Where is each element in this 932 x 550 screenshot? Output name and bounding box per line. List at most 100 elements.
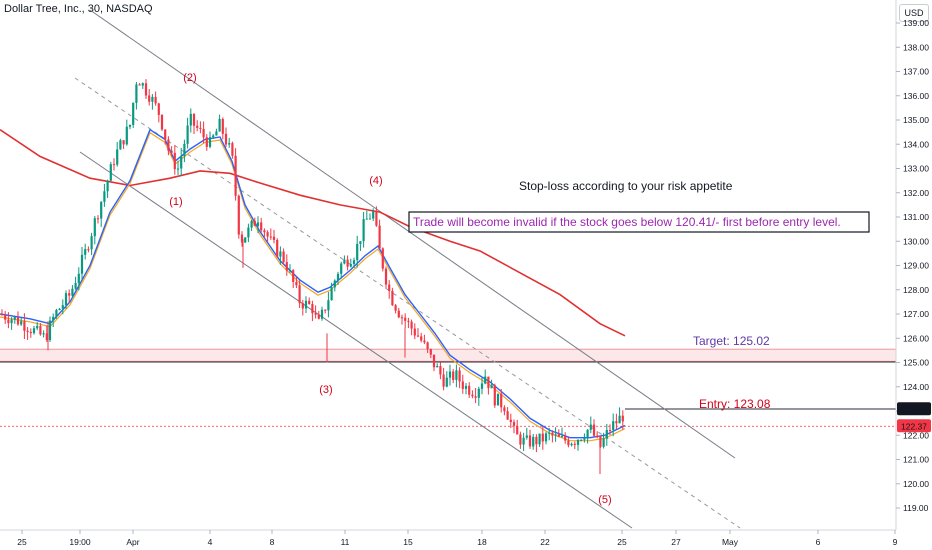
candle-body bbox=[548, 432, 551, 434]
candle-body bbox=[612, 421, 615, 431]
wave-label: (5) bbox=[598, 494, 611, 506]
candle-body bbox=[573, 443, 576, 445]
candle-body bbox=[439, 366, 442, 375]
candle-body bbox=[103, 191, 106, 202]
candle-body bbox=[333, 280, 336, 288]
wave-label: (4) bbox=[369, 175, 382, 187]
candle-body bbox=[535, 436, 538, 445]
y-tick-label: 133.00 bbox=[903, 164, 929, 174]
candle-body bbox=[292, 270, 295, 282]
candle-body bbox=[442, 374, 445, 387]
candle-body bbox=[288, 270, 292, 272]
y-tick-label: 128.00 bbox=[903, 285, 929, 295]
candle-body bbox=[330, 287, 333, 301]
x-tick-label: 27 bbox=[671, 537, 681, 547]
candle-body bbox=[247, 227, 250, 238]
candle-body bbox=[234, 155, 237, 196]
y-tick-label: 120.00 bbox=[903, 479, 929, 489]
candle-body bbox=[84, 249, 87, 255]
candle-body bbox=[42, 333, 45, 335]
blue-moving-average bbox=[0, 128, 626, 439]
candle-body bbox=[68, 293, 71, 296]
candle-body bbox=[496, 393, 500, 406]
zone-layer bbox=[0, 348, 896, 427]
candle-body bbox=[308, 300, 311, 304]
candle-body bbox=[39, 325, 42, 335]
candle-body bbox=[596, 435, 599, 437]
x-tick-label: 25 bbox=[617, 537, 627, 547]
x-tick-label: 8 bbox=[270, 537, 275, 547]
invalid-note: Trade will become invalid if the stock g… bbox=[413, 215, 841, 229]
candle-body bbox=[167, 139, 170, 151]
candle-body bbox=[202, 128, 205, 138]
candle-body bbox=[477, 388, 480, 398]
candle-body bbox=[58, 308, 61, 310]
candle-body bbox=[528, 435, 532, 447]
y-tick-label: 121.00 bbox=[903, 455, 929, 465]
candle-body bbox=[564, 435, 567, 441]
candle-body bbox=[170, 150, 173, 153]
x-tick-label: 9 bbox=[893, 537, 898, 547]
candle-body bbox=[317, 314, 320, 319]
candle-body bbox=[580, 439, 583, 441]
candle-body bbox=[144, 83, 148, 96]
candle-body bbox=[164, 129, 167, 140]
y-tick-label: 131.00 bbox=[903, 212, 929, 222]
candle-body bbox=[532, 436, 535, 447]
candle-body bbox=[52, 316, 55, 321]
candle-body bbox=[80, 254, 84, 274]
candle-body bbox=[352, 260, 356, 264]
candle-body bbox=[154, 96, 157, 104]
candle-body bbox=[311, 303, 314, 314]
candle-body bbox=[253, 220, 256, 226]
candle-body bbox=[250, 220, 253, 228]
wave-label: (3) bbox=[319, 384, 332, 396]
candle-body bbox=[244, 237, 247, 243]
candle-body bbox=[218, 118, 221, 132]
price-tag bbox=[897, 419, 931, 433]
candle-body bbox=[365, 218, 368, 220]
y-tick-label: 136.00 bbox=[903, 91, 929, 101]
wave-label: (1) bbox=[169, 196, 182, 208]
candle-body bbox=[378, 225, 381, 249]
candle-body bbox=[180, 156, 183, 169]
entry-label: Entry: 123.08 bbox=[699, 397, 771, 411]
candle-body bbox=[135, 84, 138, 103]
candle-body bbox=[324, 309, 327, 311]
candle-body bbox=[458, 370, 461, 382]
candle-body bbox=[4, 314, 7, 320]
x-tick-label: 25 bbox=[17, 537, 27, 547]
candle-body bbox=[426, 342, 429, 350]
candle-body bbox=[304, 300, 308, 309]
candle-body bbox=[327, 300, 330, 311]
channel-mid-line bbox=[74, 77, 741, 529]
y-tick-label: 127.00 bbox=[903, 309, 929, 319]
candle-body bbox=[237, 195, 240, 235]
candle-body bbox=[228, 143, 231, 145]
candle-body bbox=[240, 234, 244, 243]
candle-body bbox=[26, 330, 29, 332]
candle-body bbox=[48, 320, 52, 341]
candle-body bbox=[272, 236, 276, 240]
candle-body bbox=[298, 285, 301, 304]
candle-body bbox=[359, 241, 362, 244]
currency-button[interactable]: USD bbox=[899, 4, 929, 22]
candle-body bbox=[416, 335, 420, 337]
candle-body bbox=[74, 283, 77, 289]
orange-moving-average bbox=[0, 131, 626, 442]
candle-body bbox=[557, 434, 560, 437]
candle-body bbox=[429, 349, 432, 355]
candle-body bbox=[468, 385, 471, 395]
candle-body bbox=[432, 354, 436, 368]
candle-body bbox=[589, 424, 592, 430]
candle-body bbox=[148, 95, 151, 102]
candle-body bbox=[397, 310, 400, 318]
candle-body bbox=[525, 435, 528, 438]
x-tick-label: 11 bbox=[341, 537, 350, 547]
candle-body bbox=[269, 236, 272, 238]
candle-body bbox=[20, 321, 23, 325]
candle-body bbox=[567, 440, 570, 446]
candle-body bbox=[132, 102, 135, 125]
